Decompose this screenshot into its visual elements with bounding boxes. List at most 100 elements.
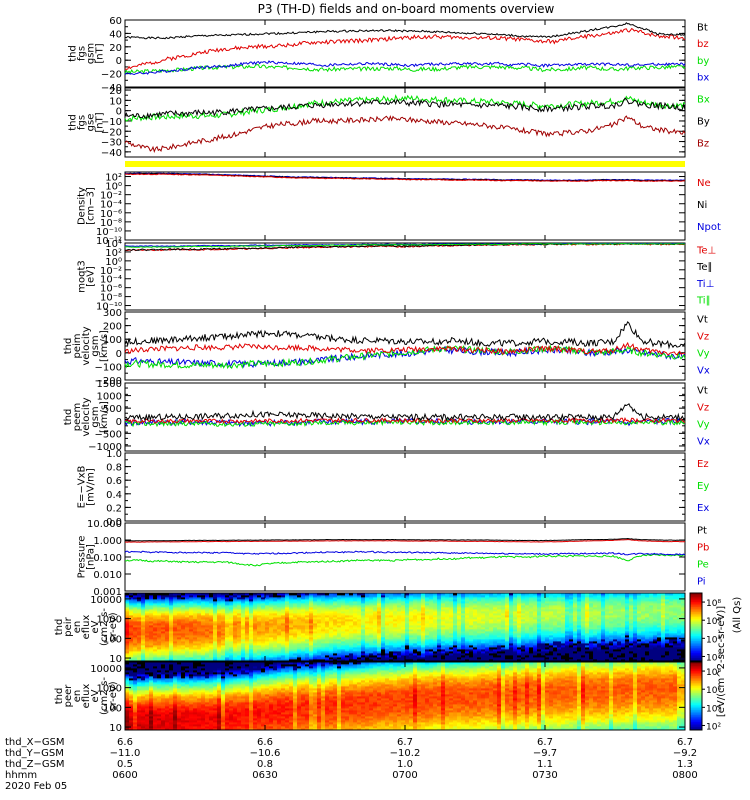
spectrogram-cell (149, 639, 154, 642)
spectrogram-cell (257, 595, 262, 598)
spectrogram-cell (221, 613, 226, 616)
spectrogram-cell (185, 639, 190, 642)
spectrogram-cell (201, 599, 206, 602)
spectrogram-cell (317, 633, 322, 636)
spectrogram-cell (165, 595, 170, 598)
spectrogram-cell (337, 625, 342, 628)
spectrogram-cell (297, 611, 302, 614)
y-tick-label: 500 (103, 404, 122, 415)
spectrogram-cell (473, 655, 478, 658)
spectrogram-cell (461, 639, 466, 642)
spectrogram-cell (125, 597, 130, 600)
spectrogram-cell (205, 659, 210, 662)
spectrogram-cell (349, 617, 354, 620)
spectrogram-cell (493, 609, 498, 612)
spectrogram-cell (405, 627, 410, 630)
spectrogram-cell (373, 623, 378, 626)
spectrogram-cell (341, 619, 346, 622)
spectrogram-cell (253, 649, 258, 652)
spectrogram-cell (529, 647, 534, 650)
spectrogram-cell (129, 641, 134, 644)
spectrogram-cell (389, 595, 394, 598)
spectrogram-cell (317, 599, 322, 602)
spectrogram-cell (245, 653, 250, 656)
spectrogram-cell (149, 599, 154, 602)
spectrogram-cell (441, 601, 446, 604)
spectrogram-cell (233, 633, 238, 636)
spectrogram-cell (489, 641, 494, 644)
spectrogram-cell (489, 651, 494, 654)
spectrogram-cell (245, 615, 250, 618)
spectrogram-cell (525, 593, 530, 596)
spectrogram-cell (189, 659, 194, 662)
spectrogram-cell (517, 639, 522, 642)
spectrogram-cell (609, 649, 614, 652)
spectrogram-cell (305, 617, 310, 620)
spectrogram-cell (545, 645, 550, 648)
spectrogram-cell (541, 627, 546, 630)
spectrogram-cell (357, 597, 362, 600)
spectrogram-cell (397, 595, 402, 598)
spectrogram-cell (497, 603, 502, 606)
spectrogram-cell (305, 609, 310, 612)
spectrogram-cell (177, 627, 182, 630)
spectrogram-cell (261, 597, 266, 600)
spectrogram-cell (545, 597, 550, 600)
spectrogram-cell (457, 639, 462, 642)
spectrogram-cell (553, 623, 558, 626)
spectrogram-cell (289, 643, 294, 646)
spectrogram-cell (565, 619, 570, 622)
spectrogram-cell (549, 611, 554, 614)
spectrogram-cell (337, 627, 342, 630)
spectrogram-cell (469, 641, 474, 644)
spectrogram-cell (437, 659, 442, 662)
spectrogram-cell (277, 617, 282, 620)
spectrogram-cell (345, 631, 350, 634)
spectrogram-cell (345, 609, 350, 612)
spectrogram-cell (553, 611, 558, 614)
spectrogram-cell (549, 657, 554, 660)
spectrogram-cell (573, 631, 578, 634)
spectrogram-cell (357, 651, 362, 654)
spectrogram-cell (213, 623, 218, 626)
spectrogram-cell (473, 659, 478, 662)
spectrogram-cell (229, 629, 234, 632)
spectrogram-cell (293, 623, 298, 626)
spectrogram-cell (305, 631, 310, 634)
spectrogram-cell (309, 623, 314, 626)
spectrogram-cell (585, 631, 590, 634)
spectrogram-cell (569, 643, 574, 646)
spectrogram-cell (221, 641, 226, 644)
spectrogram-cell (273, 627, 278, 630)
spectrogram-cell (321, 653, 326, 656)
spectrogram-cell (613, 657, 618, 660)
spectrogram-cell (413, 655, 418, 658)
spectrogram-cell (565, 613, 570, 616)
spectrogram-cell (145, 615, 150, 618)
spectrogram-cell (501, 595, 506, 598)
spectrogram-cell (637, 639, 642, 642)
spectrogram-cell (269, 631, 274, 634)
spectrogram-cell (593, 621, 598, 624)
spectrogram-cell (133, 593, 138, 596)
spectrogram-cell (633, 647, 638, 650)
spectrogram-cell (621, 599, 626, 602)
spectrogram-cell (565, 623, 570, 626)
spectrogram-cell (433, 645, 438, 648)
spectrogram-cell (437, 641, 442, 644)
spectrogram-cell (537, 599, 542, 602)
spectrogram-cell (153, 599, 158, 602)
spectrogram-cell (421, 647, 426, 650)
spectrogram-cell (269, 641, 274, 644)
spectrogram-cell (321, 621, 326, 624)
spectrogram-cell (541, 647, 546, 650)
spectrogram-cell (201, 649, 206, 652)
spectrogram-cell (161, 631, 166, 634)
spectrogram-cell (605, 631, 610, 634)
spectrogram-cell (361, 625, 366, 628)
spectrogram-cell (149, 597, 154, 600)
spectrogram-cell (209, 609, 214, 612)
spectrogram-cell (397, 631, 402, 634)
spectrogram-cell (241, 657, 246, 660)
spectrogram-cell (149, 627, 154, 630)
